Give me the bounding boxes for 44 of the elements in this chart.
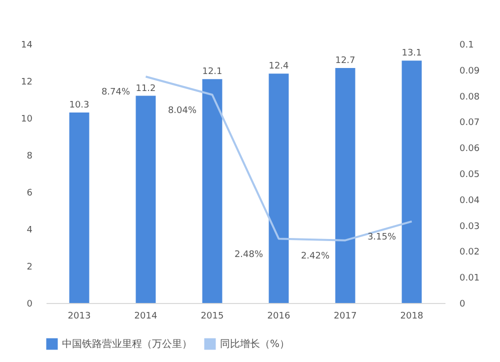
- data-label: 11.2: [136, 84, 156, 94]
- y2-tick-label: 0.07: [460, 118, 480, 128]
- data-label: 8.04%: [168, 106, 197, 116]
- x-tick-label: 2014: [134, 312, 158, 322]
- y2-tick-label: 0.01: [460, 274, 480, 284]
- bar: [402, 60, 422, 303]
- legend-label: 中国铁路营业里程（万公里）: [62, 338, 192, 350]
- y-tick-label: 14: [21, 40, 33, 50]
- y2-tick-label: 0.02: [460, 248, 480, 258]
- x-tick-label: 2015: [200, 312, 224, 322]
- bar: [136, 96, 156, 303]
- data-label: 12.7: [335, 56, 356, 66]
- y-tick-label: 8: [26, 152, 33, 162]
- y2-tick-label: 0.1: [460, 40, 474, 50]
- y-tick-label: 4: [26, 226, 33, 236]
- x-tick-label: 2016: [267, 312, 290, 322]
- y-tick-label: 10: [21, 114, 33, 124]
- bar: [335, 68, 356, 303]
- y-tick-label: 12: [21, 78, 32, 88]
- y2-tick-label: 0: [460, 300, 466, 310]
- y2-tick-label: 0.03: [460, 222, 480, 232]
- x-tick-label: 2013: [68, 312, 91, 322]
- data-label: 8.74%: [101, 88, 130, 98]
- y-tick-label: 0: [26, 300, 33, 310]
- data-label: 2.48%: [234, 250, 264, 260]
- y2-tick-label: 0.06: [460, 144, 480, 154]
- y2-tick-label: 0.04: [460, 196, 480, 206]
- bar: [69, 112, 90, 303]
- y-tick-label: 6: [26, 188, 33, 198]
- data-label: 2.42%: [300, 251, 330, 262]
- legend-label: 同比增长（%）: [220, 338, 290, 350]
- y2-tick-label: 0.08: [460, 92, 480, 102]
- y-tick-label: 2: [26, 262, 32, 272]
- data-label: 13.1: [402, 48, 422, 59]
- y2-tick-label: 0.09: [460, 66, 480, 76]
- x-tick-label: 2017: [334, 312, 357, 322]
- data-label: 12.1: [202, 67, 222, 78]
- x-tick-label: 2018: [400, 312, 424, 322]
- data-label: 10.3: [69, 100, 90, 110]
- bar: [268, 74, 289, 303]
- data-label: 3.15%: [367, 232, 396, 242]
- y2-tick-label: 0.05: [460, 170, 480, 180]
- data-label: 12.4: [268, 62, 290, 72]
- bar: [202, 79, 222, 303]
